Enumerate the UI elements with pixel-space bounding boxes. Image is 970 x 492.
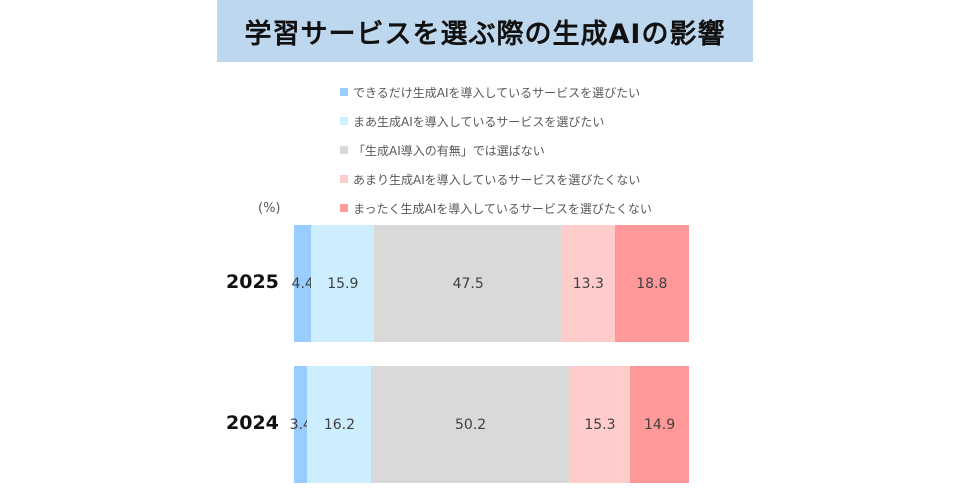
legend-item: あまり生成AIを導入しているサービスを選びたくない [340,171,640,187]
legend-swatch [340,117,348,125]
legend-label: まったく生成AIを導入しているサービスを選びたくない [353,201,652,216]
data-label: 18.8 [636,275,668,292]
legend-swatch [340,146,348,154]
bar-segment [294,366,308,483]
category-label: 2025 [226,270,279,293]
legend-label: あまり生成AIを導入しているサービスを選びたくない [353,172,641,187]
legend-swatch [340,175,348,183]
chart-title: 学習サービスを選ぶ際の生成AIの影響 [244,18,726,50]
legend-label: まあ生成AIを導入しているサービスを選びたい [353,114,605,129]
category-label: 2024 [226,411,279,434]
legend-item: できるだけ生成AIを導入しているサービスを選びたい [340,84,640,100]
legend-label: できるだけ生成AIを導入しているサービスを選びたい [353,85,641,100]
bar-2025: 4.4 15.9 47.5 13.3 18.8 [291,225,689,342]
legend-item: 「生成AI導入の有無」では選ばない [340,142,545,158]
data-label: 50.2 [454,416,487,433]
bar-segment [614,225,689,342]
legend-label: 「生成AI導入の有無」では選ばない [353,143,545,158]
bar-segment [630,366,689,483]
title-banner: 学習サービスを選ぶ際の生成AIの影響 [217,0,753,62]
data-label: 14.9 [643,416,676,433]
legend-item: まったく生成AIを導入しているサービスを選びたくない [340,200,652,216]
data-label: 16.2 [323,416,356,433]
data-label: 47.5 [452,275,484,292]
bar-segment [307,366,372,483]
bar-segment [371,366,570,483]
data-label: 4.4 [291,275,314,292]
data-label: 15.3 [584,416,616,433]
unit-label: (%) [258,201,281,216]
legend-swatch [340,204,348,212]
bar-2024: 3.4 16.2 50.2 15.3 14.9 [290,366,689,483]
legend-swatch [340,88,348,96]
data-label: 15.9 [327,275,359,292]
data-label: 3.4 [289,416,312,433]
legend-item: まあ生成AIを導入しているサービスを選びたい [340,113,604,129]
bar-segment [294,225,312,342]
bar-segment [374,225,563,342]
data-label: 13.3 [572,275,604,292]
bar-segment [569,366,631,483]
bar-segment [311,225,375,342]
bar-segment [562,225,615,342]
